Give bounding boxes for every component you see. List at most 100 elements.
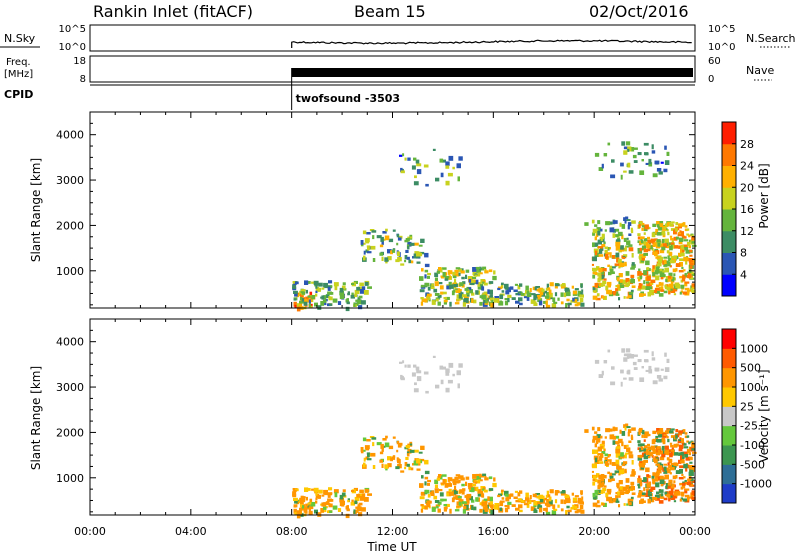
velocity-cell [465,496,470,500]
power-cell [678,252,682,257]
power-cell [527,293,532,297]
power-cell [602,280,607,285]
velocity-cell [435,504,441,507]
power-heatmap [292,141,697,312]
velocity-cell [656,375,662,379]
power-cell [425,183,429,187]
power-cell [670,288,674,293]
power-cell [482,292,488,296]
power-cell [472,267,477,272]
power-cell [660,286,664,291]
velocity-cell [504,493,509,497]
power-cell [651,293,655,296]
velocity-cell [639,478,642,482]
power-cell [608,294,614,297]
power-cell [651,282,654,285]
velocity-cell [363,449,366,452]
velocity-cell [625,485,630,490]
power-cell [334,285,338,291]
velocity-cell [652,449,657,454]
power-cell [669,272,673,277]
power-cell [690,271,694,275]
velocity-cell [668,458,672,464]
power-cell [641,225,645,228]
velocity-cell [483,498,488,501]
power-cell [458,272,461,276]
power-cell [637,152,642,156]
power-cell [483,291,488,294]
velocity-cell [474,481,478,484]
power-cell [309,294,314,298]
velocity-cell [690,483,693,487]
velocity-cell [632,361,637,366]
velocity-cell [646,474,650,477]
velocity-cell [577,509,581,513]
power-cell [607,252,612,255]
velocity-cell [431,507,436,512]
power-cell [436,270,440,274]
power-cell [674,245,679,249]
power-cell [365,241,369,244]
velocity-cell [619,486,624,490]
colorbar-segment [722,143,736,166]
velocity-cell [666,450,671,456]
power-cell [293,282,297,286]
power-cell [675,222,679,226]
power-cell [404,259,407,263]
power-cell [598,246,603,249]
velocity-cell [416,458,421,464]
velocity-cell [609,472,613,478]
velocity-cell [505,497,510,502]
velocity-cell [640,446,644,451]
velocity-cell [547,499,553,505]
colorbar-segment [722,187,736,210]
velocity-cell [592,449,595,455]
power-cell [609,253,612,258]
power-cell [436,298,439,302]
power-cell [296,306,301,312]
power-cell [553,301,558,304]
velocity-cell [440,482,445,485]
power-cell [687,289,690,294]
velocity-cell [641,448,647,452]
power-cell [673,286,678,291]
power-cell [424,298,428,303]
power-cell [592,228,598,234]
power-cell [603,241,606,244]
power-cell [551,303,557,308]
velocity-cell [623,357,628,362]
power-cell [427,272,431,276]
velocity-cell [643,455,649,460]
velocity-cell [419,496,425,500]
velocity-cell [293,508,297,514]
velocity-cell [419,483,423,488]
power-cell [655,275,660,281]
velocity-cell [434,484,438,488]
colorbar-segment [722,445,736,465]
velocity-cell [674,452,679,456]
power-cell [612,233,616,238]
power-cell [669,265,672,268]
velocity-cell [637,443,642,447]
velocity-cell [655,463,660,466]
power-cell [421,268,424,272]
velocity-cell [307,502,311,505]
velocity-cell [689,456,693,460]
velocity-cell [597,427,601,432]
power-cell [612,229,616,233]
velocity-cell [507,501,512,505]
velocity-cell [661,453,666,458]
power-cell [491,300,494,303]
velocity-cell [350,501,355,506]
power-cell [680,279,684,283]
power-cell [679,275,684,279]
power-cell [546,292,549,296]
velocity-cell [342,489,346,493]
velocity-cell [518,509,523,513]
power-cell [397,257,402,262]
velocity-cell [457,495,462,499]
velocity-cell [545,494,549,498]
power-cell [415,159,420,164]
velocity-cell [296,510,300,514]
velocity-cell [619,491,625,495]
